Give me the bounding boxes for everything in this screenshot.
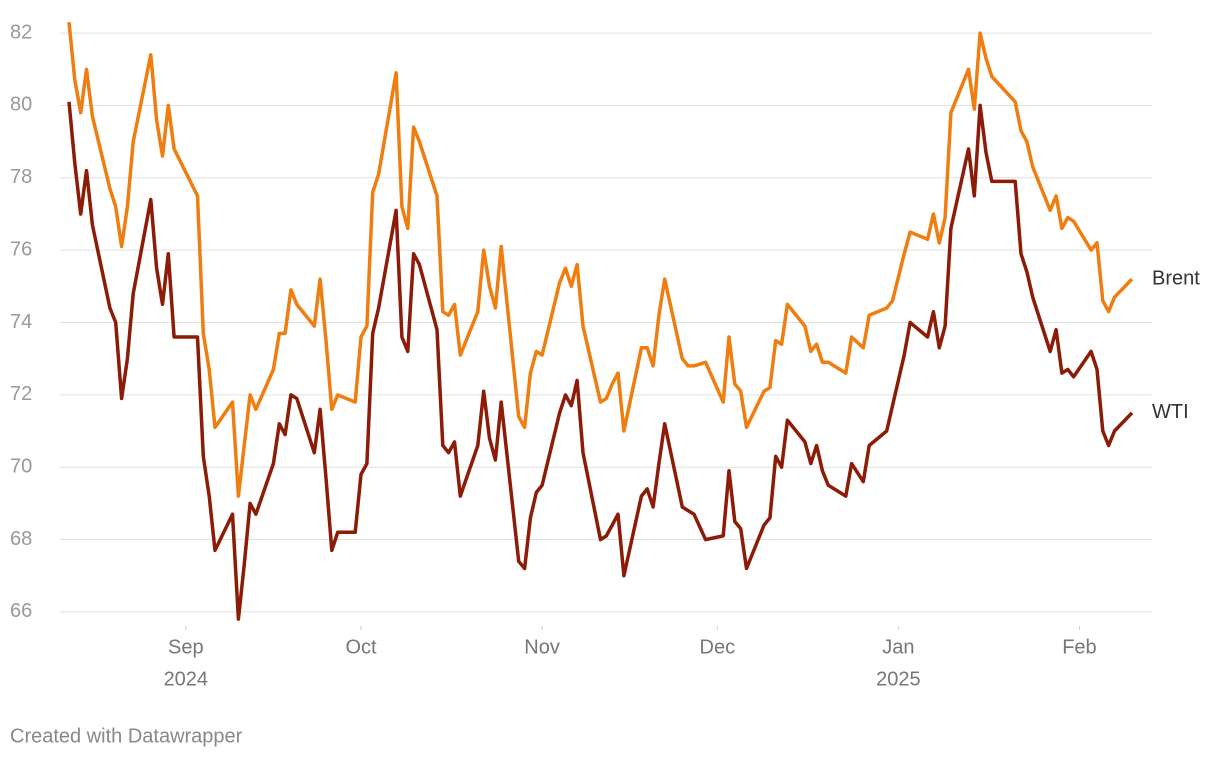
y-tick-label: 66 xyxy=(10,600,32,622)
y-tick-label: 74 xyxy=(10,311,32,333)
x-tick-label: Dec xyxy=(700,636,736,658)
x-tick-year: 2024 xyxy=(164,668,209,690)
series-label: WTI xyxy=(1152,401,1189,423)
y-tick-label: 78 xyxy=(10,166,32,188)
x-tick-year: 2025 xyxy=(876,668,921,690)
x-tick-label: Sep xyxy=(168,636,204,658)
series-label: Brent xyxy=(1152,267,1200,289)
x-tick-label: Feb xyxy=(1062,636,1096,658)
x-tick-label: Oct xyxy=(345,636,377,658)
series-line xyxy=(67,101,1134,621)
y-tick-label: 80 xyxy=(10,94,32,116)
y-tick-label: 82 xyxy=(10,21,32,43)
footer: Created with Datawrapper xyxy=(10,725,243,747)
y-tick-label: 72 xyxy=(10,383,32,405)
x-tick-label: Nov xyxy=(524,636,560,658)
y-tick-label: 70 xyxy=(10,455,32,477)
y-tick-label: 76 xyxy=(10,238,32,260)
x-tick-label: Jan xyxy=(882,636,914,658)
y-tick-label: 68 xyxy=(10,528,32,550)
series-line xyxy=(67,22,1134,498)
